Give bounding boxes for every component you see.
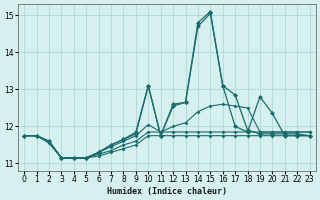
X-axis label: Humidex (Indice chaleur): Humidex (Indice chaleur) bbox=[107, 187, 227, 196]
